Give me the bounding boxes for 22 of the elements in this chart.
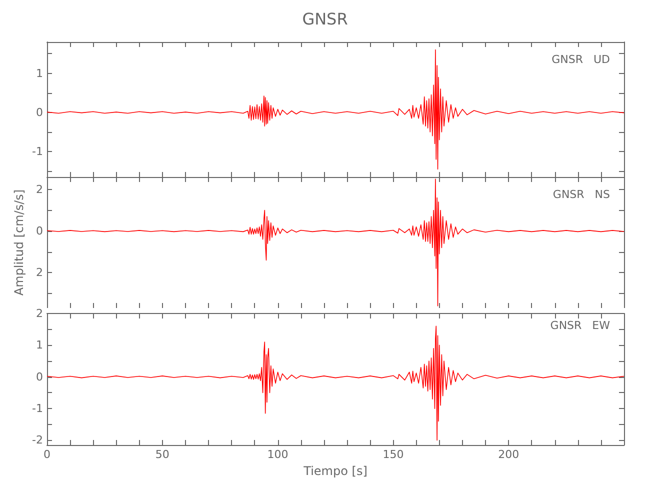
- y-axis-title: Amplitud [cm/s/s]: [12, 189, 26, 296]
- y-tick-label: 2: [36, 266, 43, 280]
- y-tick-label: 1: [36, 66, 43, 80]
- chart-title: GNSR: [302, 10, 348, 28]
- x-tick-label: 200: [498, 448, 520, 461]
- annotation: GNSR NS: [552, 188, 610, 201]
- annotation: GNSR UD: [552, 53, 610, 66]
- y-tick-label: -1: [32, 402, 43, 416]
- x-axis-title: Tiempo [s]: [302, 464, 368, 478]
- x-tick-label: 150: [382, 448, 404, 461]
- y-tick-label: 2: [36, 182, 43, 196]
- y-tick-label: -2: [32, 434, 43, 447]
- x-tick-label: 50: [155, 448, 170, 461]
- y-tick-label: 0: [36, 224, 43, 238]
- x-tick-label: 100: [267, 448, 288, 461]
- y-tick-label: 2: [36, 307, 43, 320]
- y-tick-label: -1: [32, 145, 43, 158]
- line-series: [46, 49, 624, 170]
- annotation: GNSR EW: [550, 319, 610, 332]
- y-tick-label: 0: [36, 106, 43, 119]
- y-tick-label: 0: [36, 370, 43, 384]
- y-tick-label: 1: [36, 338, 43, 352]
